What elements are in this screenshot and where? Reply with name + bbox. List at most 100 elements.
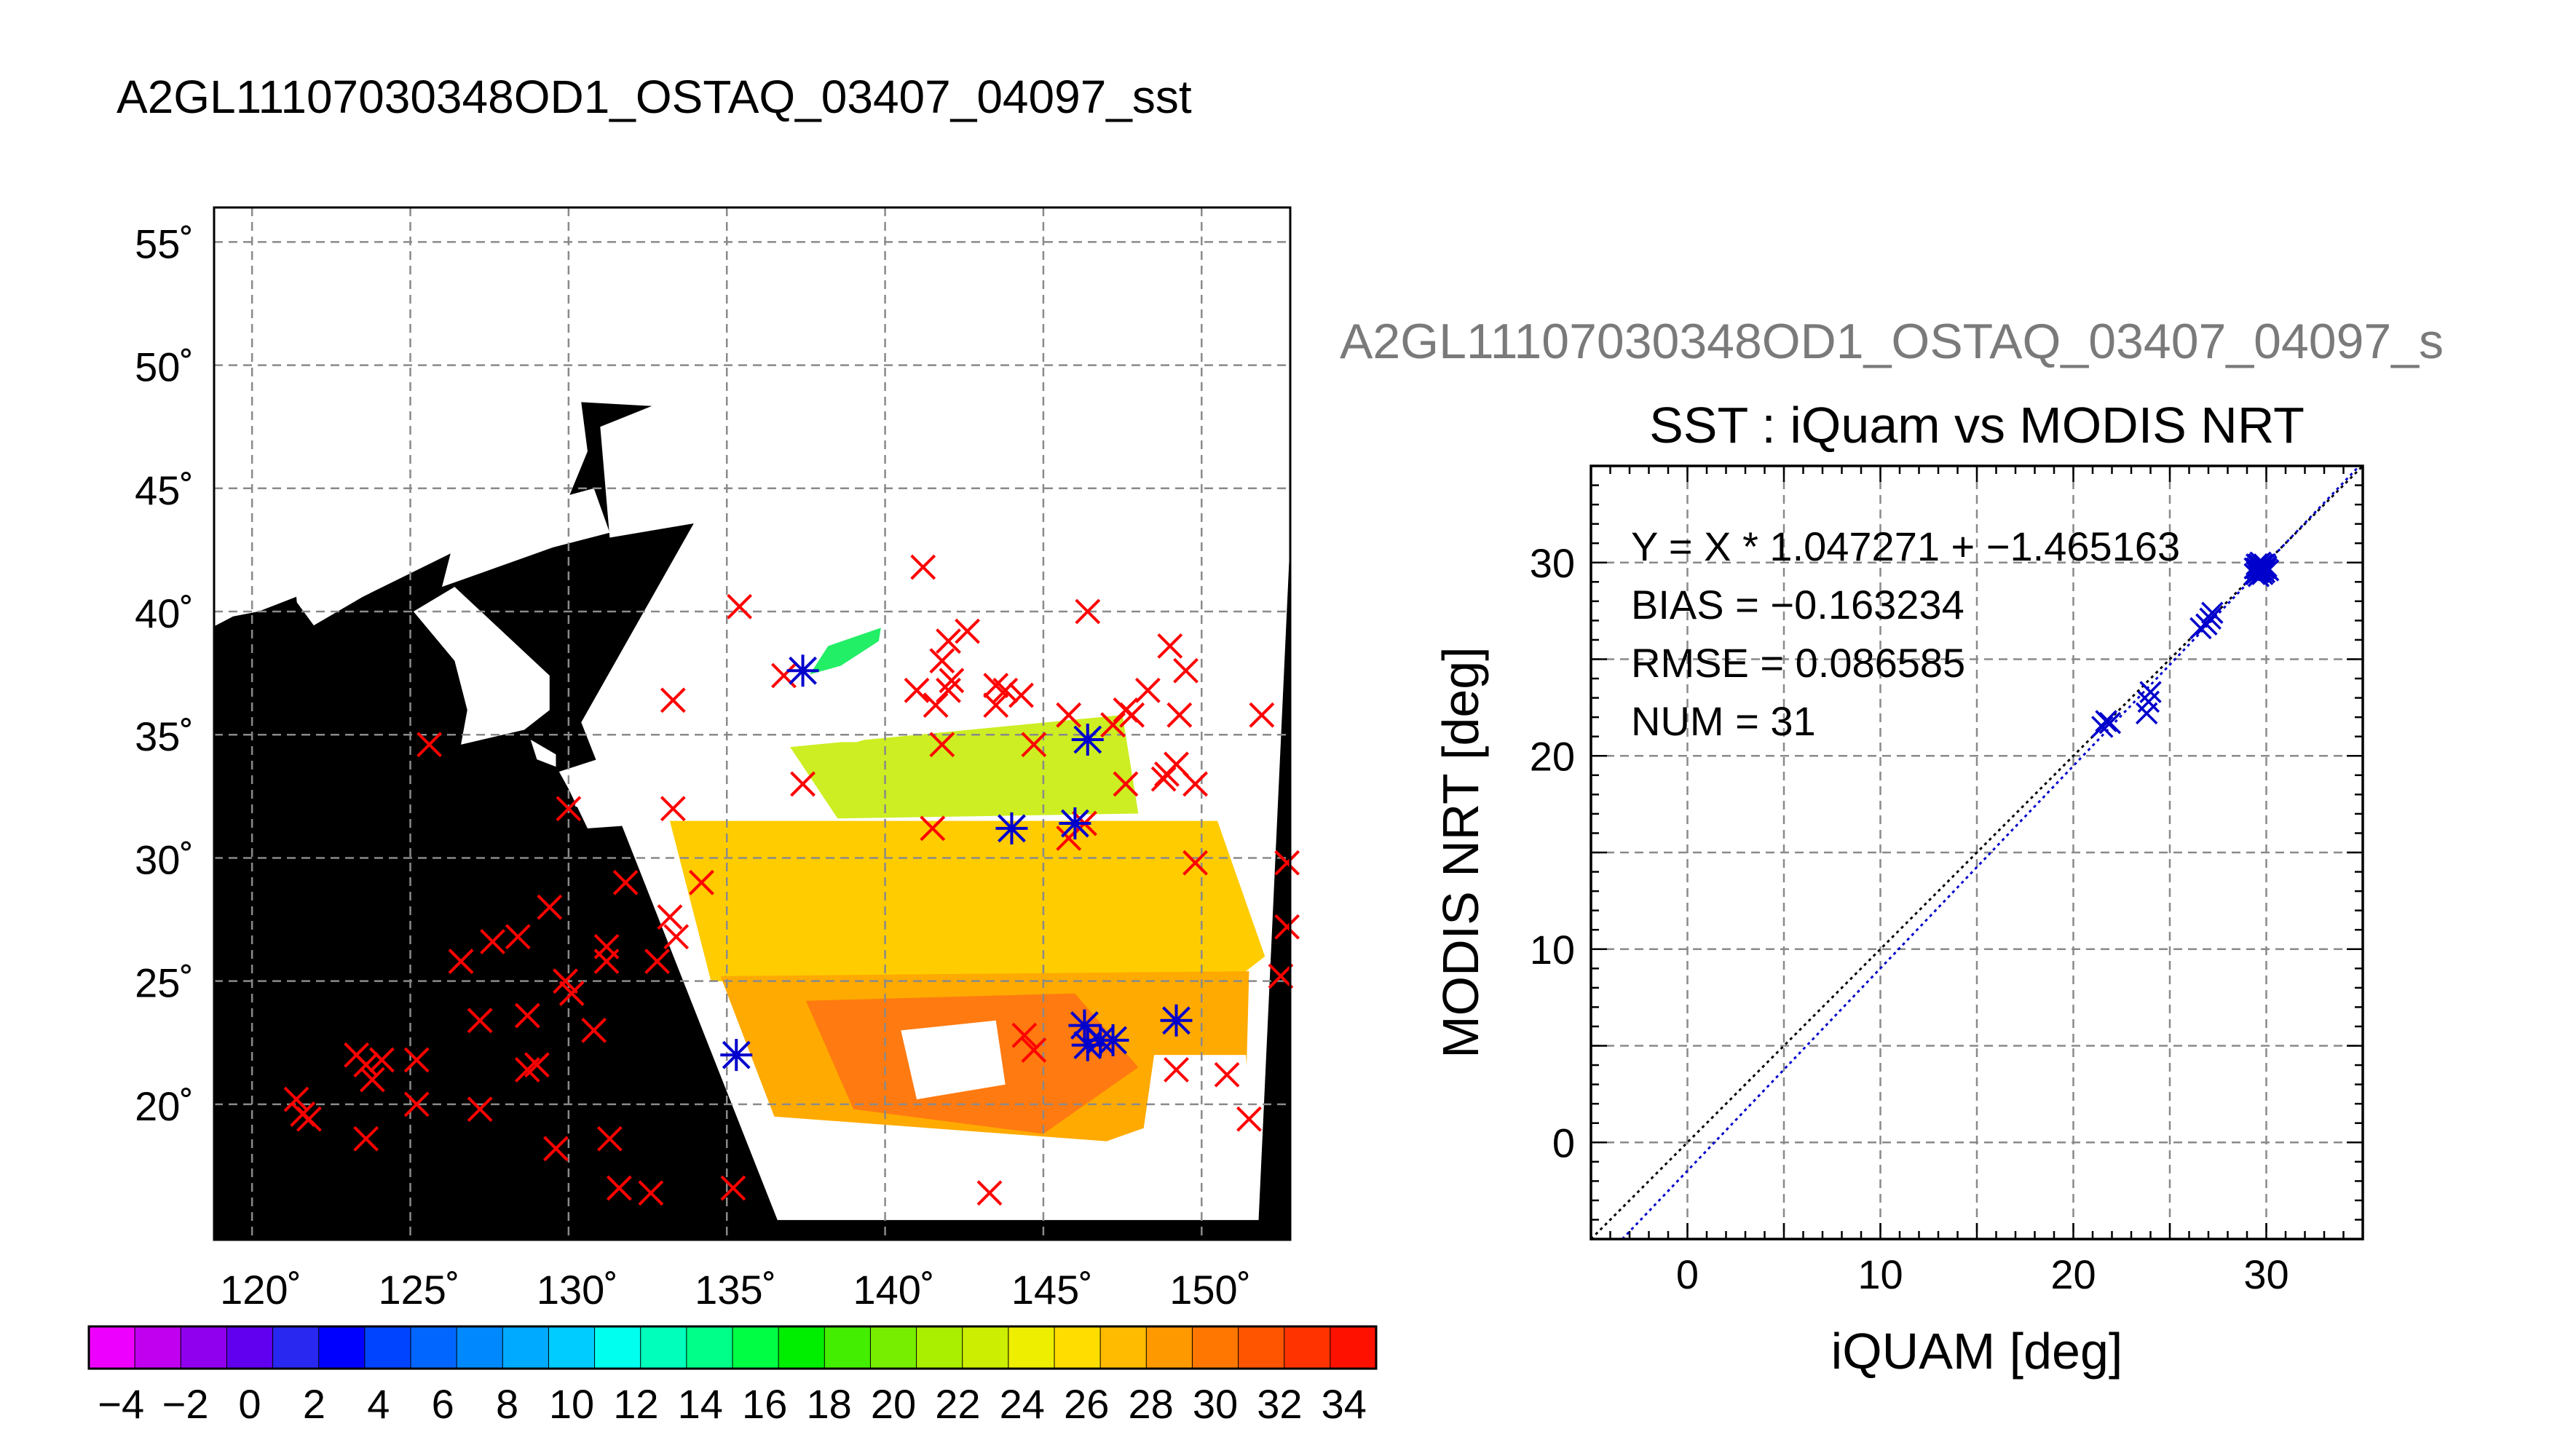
insitu-marker <box>524 1052 550 1078</box>
scatter-point <box>2249 551 2272 574</box>
insitu-marker <box>1011 1022 1038 1048</box>
matchup-marker <box>995 812 1028 844</box>
insitu-marker <box>1214 1061 1240 1088</box>
map-lat-label: 45˚ <box>135 467 194 513</box>
cloud-patch-east <box>1138 1055 1252 1166</box>
insitu-marker <box>353 1125 379 1152</box>
insitu-marker <box>1249 702 1275 728</box>
colorbar-swatch <box>411 1326 457 1369</box>
map-lon-label: 145˚ <box>1011 1267 1093 1313</box>
matchup-marker <box>786 654 819 687</box>
insitu-marker <box>359 1067 385 1093</box>
map-lon-label: 120˚ <box>220 1267 301 1313</box>
colorbar-swatch <box>226 1326 274 1369</box>
colorbar-swatch <box>686 1326 733 1369</box>
insitu-marker <box>543 1136 569 1162</box>
landmass-7 <box>530 739 556 767</box>
colorbar-tick-label: 22 <box>935 1381 980 1427</box>
insitu-marker <box>929 732 955 758</box>
landmass-5 <box>878 478 1066 572</box>
insitu-marker <box>910 554 936 580</box>
insitu-marker <box>558 981 585 1006</box>
insitu-marker <box>936 628 961 654</box>
matchup-marker <box>1160 1004 1193 1037</box>
scatter-ytick-label: 10 <box>1530 927 1575 973</box>
insitu-marker <box>1134 677 1161 703</box>
scatter-point <box>2098 711 2122 735</box>
insitu-marker <box>955 618 981 644</box>
insitu-marker <box>663 924 690 950</box>
colorbar-swatch <box>962 1326 1009 1369</box>
insitu-marker <box>1274 850 1300 876</box>
scatter-point <box>2249 559 2272 582</box>
colorbar-tick-label: 18 <box>806 1381 851 1427</box>
map-lat-label: 20˚ <box>135 1083 194 1129</box>
insitu-marker <box>920 815 946 842</box>
scatter-ytick-label: 20 <box>1530 733 1575 779</box>
insitu-marker <box>1021 1037 1047 1063</box>
landmass-0 <box>568 207 923 427</box>
insitu-marker <box>283 1086 309 1112</box>
scatter-header-title: A2GL11107030348OD1_OSTAQ_03407_04097_s <box>1340 314 2444 369</box>
landmass-6 <box>939 256 990 467</box>
landmass-2 <box>441 488 610 587</box>
scatter-ytick-label: 30 <box>1530 540 1575 586</box>
insitu-marker <box>612 869 639 895</box>
colorbar-swatch <box>548 1326 596 1369</box>
colorbar-frame <box>87 1325 1378 1370</box>
scatter-point <box>2199 607 2222 630</box>
map-lat-label: 40˚ <box>135 590 194 636</box>
map-lat-label: 25˚ <box>135 960 194 1006</box>
insitu-marker <box>1113 771 1139 797</box>
sst-band-24 <box>790 715 1139 819</box>
colorbar-swatch <box>318 1326 366 1369</box>
insitu-marker <box>353 1052 379 1078</box>
insitu-marker <box>296 1106 322 1132</box>
insitu-marker <box>720 1175 746 1201</box>
colorbar-tick-label: 30 <box>1193 1381 1238 1427</box>
scatter-point <box>2095 710 2117 732</box>
mainland-asia <box>214 207 664 634</box>
scatter-annotation: Y = X * 1.047271 + −1.465163 <box>1631 523 2180 569</box>
scatter-point <box>2137 690 2160 713</box>
scatter-ytick-label: 0 <box>1552 1120 1575 1166</box>
colorbar-swatch <box>1284 1326 1331 1369</box>
scatter-annotation: BIAS = −0.163234 <box>1631 582 1964 628</box>
insitu-marker <box>1274 914 1300 940</box>
insitu-marker <box>403 1091 430 1117</box>
insitu-marker <box>657 904 683 930</box>
map-frame <box>213 206 1292 1241</box>
scatter-annotation: NUM = 31 <box>1631 698 1816 744</box>
sst-map: 55˚ 50˚ 45˚ 40˚ 35˚ 30˚ 25˚ 20˚ 120˚ 125˚ 130˚ 135˚… <box>135 206 1300 1313</box>
colorbar-tick-label: 6 <box>432 1381 454 1427</box>
colorbar-tick-label: 28 <box>1128 1381 1173 1427</box>
insitu-marker <box>1075 598 1101 625</box>
scatter-xtick-label: 20 <box>2050 1251 2096 1297</box>
insitu-marker <box>553 968 578 994</box>
map-lon-label: 135˚ <box>695 1267 776 1313</box>
map-lon-label: 125˚ <box>378 1267 459 1313</box>
scatter-xtick-label: 0 <box>1676 1251 1699 1297</box>
colorbar-swatch <box>1330 1326 1377 1369</box>
insitu-marker <box>1021 732 1047 758</box>
colorbar-tick-label: 24 <box>1000 1381 1045 1427</box>
colorbar-swatch <box>135 1326 181 1369</box>
colorbar-tick-label: 2 <box>303 1381 325 1427</box>
colorbar-swatch <box>364 1326 411 1369</box>
matchup-marker <box>1059 807 1091 840</box>
insitu-marker <box>939 668 965 694</box>
colorbar-swatch <box>1054 1326 1101 1369</box>
insitu-marker <box>638 1180 664 1206</box>
colorbar-tick-label: 26 <box>1064 1381 1109 1427</box>
insitu-marker <box>480 929 505 954</box>
landmass-3 <box>413 587 550 745</box>
colorbar-tick-label: 10 <box>549 1381 594 1427</box>
colorbar-swatch <box>916 1326 963 1369</box>
map-lat-label: 50˚ <box>135 344 194 390</box>
colorbar-swatch <box>272 1326 320 1369</box>
scatter-point <box>2201 601 2224 625</box>
insitu-marker <box>904 677 930 703</box>
insitu-marker <box>644 949 671 974</box>
colorbar-tick-label: −4 <box>98 1381 144 1427</box>
insitu-marker <box>368 1047 395 1073</box>
